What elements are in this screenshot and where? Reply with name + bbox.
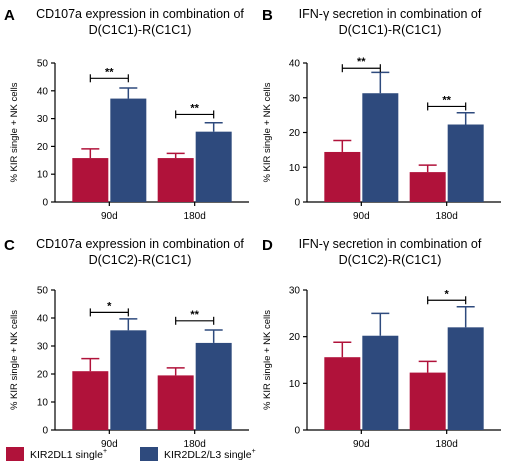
- y-axis-label: % KIR single + NK cells: [9, 82, 20, 182]
- y-tick-label: 40: [289, 59, 301, 70]
- y-tick-label: 20: [289, 128, 301, 139]
- y-tick-label: 0: [294, 198, 300, 209]
- chart-panel-a: A CD107a expression in combination of D(C1…: [4, 7, 249, 222]
- bar: [362, 93, 399, 202]
- significance-label: **: [190, 102, 199, 114]
- y-tick-label: 50: [37, 59, 49, 70]
- panels: A CD107a expression in combination of D(C1…: [4, 7, 501, 450]
- chart-title-line: D(C1C1)-R(C1C1): [89, 23, 192, 37]
- y-tick-label: 10: [289, 379, 301, 390]
- chart-panel-d: D IFN-γ secretion in combination of D(C1C2…: [262, 237, 501, 450]
- y-tick-label: 10: [37, 170, 49, 181]
- y-axis-label: % KIR single + NK cells: [262, 82, 273, 182]
- significance-label: **: [190, 309, 199, 321]
- x-tick-label: 90d: [353, 211, 370, 222]
- x-tick-label: 180d: [184, 211, 206, 222]
- x-tick-label: 90d: [101, 439, 118, 450]
- panel-letter: D: [262, 237, 273, 254]
- significance-label: *: [445, 288, 450, 300]
- y-tick-label: 0: [294, 426, 300, 437]
- bar: [157, 375, 194, 430]
- legend-label-series1: KIR2DL1 single+: [30, 448, 107, 461]
- chart-title-line: CD107a expression in combination of: [36, 237, 244, 251]
- significance-label: **: [357, 56, 366, 68]
- y-tick-label: 40: [37, 86, 49, 97]
- bar: [157, 158, 194, 202]
- bar: [72, 371, 109, 430]
- y-tick-label: 30: [37, 342, 49, 353]
- y-axis-label: % KIR single + NK cells: [9, 310, 20, 410]
- chart-title-line: IFN-γ secretion in combination of: [299, 7, 482, 21]
- x-tick-label: 90d: [353, 439, 370, 450]
- panel-letter: C: [4, 237, 15, 254]
- x-tick-label: 180d: [184, 439, 206, 450]
- x-tick-label: 90d: [101, 211, 118, 222]
- bar: [362, 335, 399, 430]
- x-tick-label: 180d: [436, 439, 458, 450]
- y-tick-label: 20: [289, 332, 301, 343]
- y-tick-label: 20: [37, 142, 49, 153]
- bar: [110, 98, 147, 202]
- significance-label: *: [107, 300, 112, 312]
- bar: [447, 124, 484, 202]
- bar: [324, 357, 361, 430]
- panel-letter: A: [4, 7, 15, 24]
- y-tick-label: 30: [37, 114, 49, 125]
- panel-letter: B: [262, 7, 273, 24]
- bar: [324, 151, 361, 202]
- legend: KIR2DL1 single+ KIR2DL2/L3 single+: [6, 447, 256, 461]
- y-tick-label: 30: [289, 286, 301, 297]
- significance-label: **: [105, 66, 114, 78]
- chart-title-line: CD107a expression in combination of: [36, 7, 244, 21]
- y-tick-label: 30: [289, 93, 301, 104]
- chart-title-line: IFN-γ secretion in combination of: [299, 237, 482, 251]
- bar: [409, 372, 446, 430]
- y-tick-label: 10: [37, 398, 49, 409]
- bar: [447, 327, 484, 430]
- x-tick-label: 180d: [436, 211, 458, 222]
- y-tick-label: 50: [37, 286, 49, 297]
- legend-swatch-series2: [140, 447, 158, 461]
- y-tick-label: 40: [37, 314, 49, 325]
- bar: [72, 158, 109, 202]
- chart-title-line: D(C1C2)-R(C1C1): [339, 253, 442, 267]
- bar: [195, 131, 232, 202]
- chart-panel-b: B IFN-γ secretion in combination of D(C1C1…: [262, 7, 501, 222]
- y-tick-label: 20: [37, 370, 49, 381]
- y-tick-label: 0: [42, 198, 48, 209]
- bar: [195, 342, 232, 430]
- chart-title-line: D(C1C1)-R(C1C1): [339, 23, 442, 37]
- bar: [110, 330, 147, 430]
- y-axis-label: % KIR single + NK cells: [262, 310, 273, 410]
- legend-swatch-series1: [6, 447, 24, 461]
- bar: [409, 172, 446, 202]
- y-tick-label: 10: [289, 163, 301, 174]
- significance-label: **: [442, 94, 451, 106]
- chart-title-line: D(C1C2)-R(C1C1): [89, 253, 192, 267]
- legend-label-series2: KIR2DL2/L3 single+: [164, 448, 256, 461]
- chart-panel-c: C CD107a expression in combination of D(C1…: [4, 237, 249, 450]
- y-tick-label: 0: [42, 426, 48, 437]
